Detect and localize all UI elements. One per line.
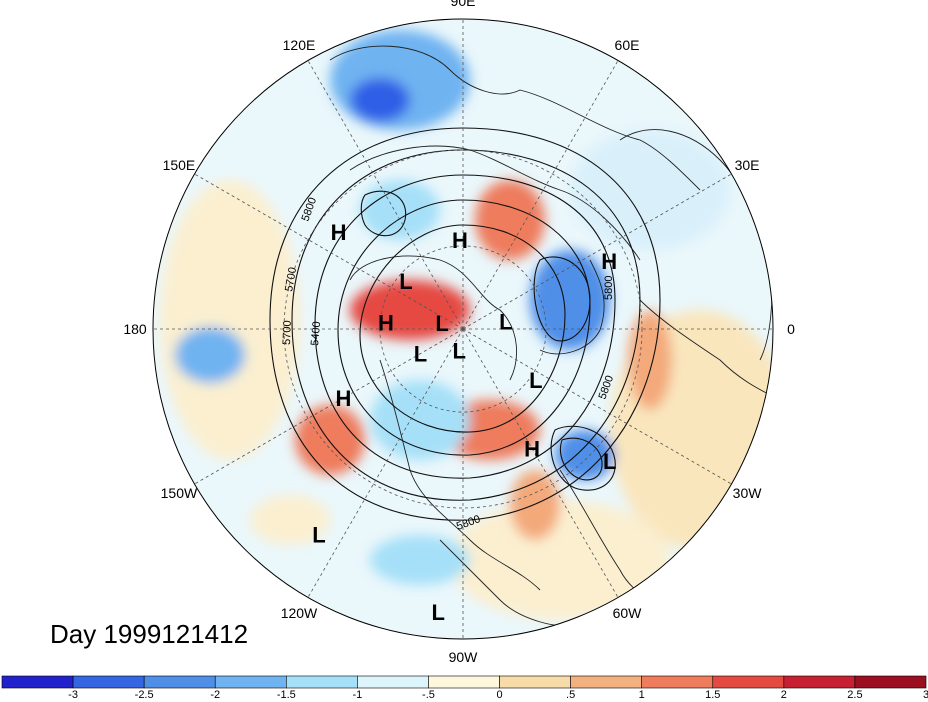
colorbar-swatch bbox=[712, 675, 785, 689]
meridian-line bbox=[462, 173, 732, 330]
parallel-line bbox=[283, 149, 643, 509]
high-pressure-marker: H bbox=[524, 437, 540, 462]
longitude-label: 60E bbox=[615, 37, 640, 53]
colorbar-tick-label: -1.5 bbox=[277, 689, 296, 701]
high-pressure-marker: H bbox=[378, 310, 394, 335]
meridian-line bbox=[194, 328, 464, 485]
longitude-label: 30E bbox=[735, 157, 760, 173]
colorbar-tick-label: 2.5 bbox=[847, 689, 862, 701]
low-pressure-marker: L bbox=[432, 600, 445, 625]
meridian-line bbox=[462, 60, 619, 330]
high-pressure-marker: H bbox=[336, 386, 352, 411]
colorbar-tick-label: 2 bbox=[781, 689, 787, 701]
colorbar-tick-label: 3 bbox=[923, 689, 928, 701]
meridian-line bbox=[307, 328, 464, 598]
contour-label: 5400 bbox=[309, 321, 323, 346]
meridian-line bbox=[194, 173, 464, 330]
meridian-line bbox=[462, 328, 619, 598]
longitude-label: 180 bbox=[123, 321, 147, 337]
colorbar: -3 -2.5 -2 -1.5 -1 -.5 0 .5 1 1.5 2 2.5 3 bbox=[1, 675, 928, 701]
longitude-label: 60W bbox=[613, 605, 643, 621]
colorbar-swatch bbox=[854, 675, 927, 689]
low-pressure-marker: L bbox=[603, 449, 616, 474]
colorbar-tick-label: -1 bbox=[352, 689, 362, 701]
longitude-label: 30W bbox=[733, 485, 763, 501]
colorbar-tick-label: -3 bbox=[68, 689, 78, 701]
high-pressure-marker: H bbox=[601, 249, 617, 274]
low-pressure-marker: L bbox=[312, 523, 325, 548]
longitude-label: 120E bbox=[283, 37, 316, 53]
contour-label: 5800 bbox=[603, 276, 615, 300]
longitude-label: 150W bbox=[161, 485, 198, 501]
map-boundary bbox=[152, 18, 774, 640]
longitude-labels: 90E 60E 30E 0 30W 60W 90W 120W 150W 180 150E 120E bbox=[123, 0, 795, 665]
colorbar-swatch bbox=[570, 675, 642, 689]
meridian-line bbox=[307, 60, 464, 330]
colorbar-tick-label: -2 bbox=[210, 689, 220, 701]
colorbar-tick-label: 1.5 bbox=[705, 689, 720, 701]
contour-label: 5700 bbox=[281, 320, 294, 345]
longitude-label: 90W bbox=[449, 649, 479, 665]
colorbar-swatch bbox=[214, 675, 287, 689]
colorbar-swatch bbox=[783, 675, 856, 689]
colorbar-tick-label: -.5 bbox=[422, 689, 435, 701]
colorbar-tick-label: 0 bbox=[496, 689, 502, 701]
parallel-line bbox=[379, 245, 547, 413]
colorbar-swatch bbox=[641, 675, 714, 689]
longitude-label: 150E bbox=[163, 157, 196, 173]
meridian-line bbox=[462, 328, 732, 485]
longitude-label: 0 bbox=[787, 321, 795, 337]
colorbar-swatch bbox=[286, 675, 358, 689]
colorbar-swatch bbox=[428, 675, 500, 689]
colorbar-tick-label: 1 bbox=[639, 689, 645, 701]
low-pressure-marker: L bbox=[399, 269, 412, 294]
colorbar-tick-label: .5 bbox=[566, 689, 575, 701]
high-pressure-marker: H bbox=[331, 220, 347, 245]
longitude-label: 90E bbox=[451, 0, 476, 9]
low-pressure-marker: L bbox=[453, 338, 466, 363]
height-contours bbox=[269, 127, 661, 521]
low-pressure-marker: L bbox=[529, 368, 542, 393]
low-pressure-marker: L bbox=[435, 311, 448, 336]
colorbar-swatch bbox=[143, 675, 216, 689]
colorbar-swatch bbox=[1, 675, 74, 689]
low-pressure-marker: L bbox=[414, 342, 427, 367]
colorbar-swatch bbox=[72, 675, 145, 689]
colorbar-tick-label: -2.5 bbox=[135, 689, 154, 701]
low-pressure-marker: L bbox=[499, 309, 512, 334]
colorbar-swatch bbox=[499, 675, 571, 689]
colorbar-swatch bbox=[357, 675, 429, 689]
longitude-label: 120W bbox=[281, 605, 318, 621]
day-label: Day 1999121412 bbox=[50, 619, 249, 649]
high-pressure-marker: H bbox=[452, 228, 468, 253]
graticule bbox=[153, 19, 773, 639]
